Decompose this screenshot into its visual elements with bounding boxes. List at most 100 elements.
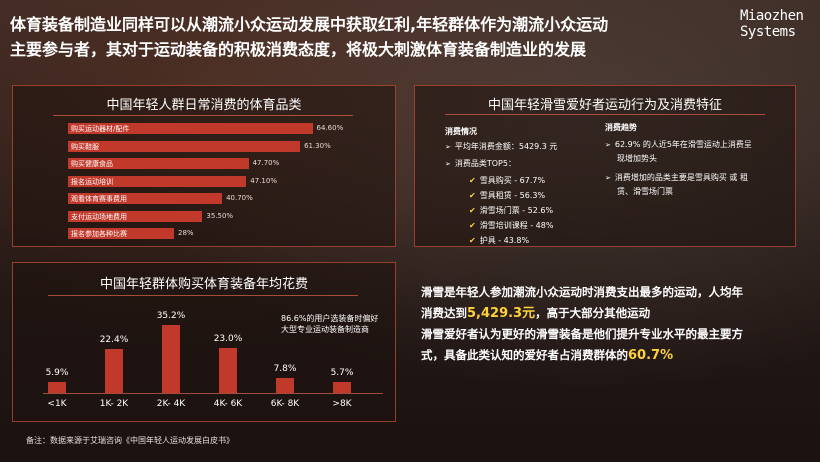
summary-line-3: 滑雪爱好者认为更好的滑雪装备是他们提升专业水平的最主要方 bbox=[421, 327, 743, 341]
check-icon: ✔ bbox=[469, 191, 476, 200]
spend-x-axis bbox=[43, 393, 383, 394]
daily-bar bbox=[68, 193, 223, 204]
summary-line-2: 消费达到5,429.3元，高于大部分其他运动 bbox=[421, 303, 791, 324]
summary-avg-spend: 5,429.3元 bbox=[467, 306, 536, 321]
daily-category-label: 购买运动器材/配件 bbox=[71, 125, 130, 133]
ski-top5-text: 滑雪培训课程 - 48% bbox=[479, 221, 554, 230]
daily-value-label: 47.10% bbox=[250, 176, 277, 185]
ski-top5-text: 滑雪场门票 - 52.6% bbox=[479, 206, 554, 215]
ski-top5-label: 消费品类TOP5： bbox=[454, 159, 516, 168]
check-icon: ✔ bbox=[469, 206, 476, 215]
daily-category-label: 报名参加各种比赛 bbox=[71, 230, 127, 238]
summary-line-1: 滑雪是年轻人参加潮流小众运动时消费支出最多的运动，人均年 bbox=[421, 285, 743, 299]
brand-logo: Miaozhen Systems bbox=[740, 8, 818, 40]
daily-value-label: 47.70% bbox=[252, 159, 280, 167]
ski-top5-text: 雪具购买 - 67.7% bbox=[479, 176, 546, 185]
annual-spend-panel: 中国年轻群体购买体育装备年均花费 86.6%的用户选装备时偏好 大型专业运动装备… bbox=[12, 262, 396, 422]
ski-title-underline bbox=[445, 114, 765, 115]
daily-bar bbox=[68, 228, 174, 239]
summary-line-4: 式，具备此类认知的爱好者占消费群体的60.7% bbox=[421, 345, 791, 366]
ski-trend-2: ➢ 消费增加的品类主要是雪具购买 或 租 赁、滑雪场门票 bbox=[605, 171, 748, 198]
daily-value-label: 35.50% bbox=[206, 211, 234, 220]
daily-bar bbox=[68, 123, 313, 134]
daily-bar bbox=[68, 175, 247, 187]
spend-value-label: 5.9% bbox=[45, 367, 69, 378]
ski-top5-text: 雪具租赁 - 56.3% bbox=[479, 191, 546, 200]
daily-value-label: 40.70% bbox=[226, 194, 253, 202]
check-icon: ✔ bbox=[469, 221, 476, 230]
spend-note-line-1: 86.6%的用户选装备时偏好 bbox=[281, 314, 379, 323]
summary-l2-suffix: ，高于大部分其他运动 bbox=[535, 306, 651, 320]
daily-bar bbox=[68, 140, 301, 152]
daily-panel-title: 中国年轻人群日常消费的体育品类 bbox=[106, 98, 302, 113]
ski-trend-1: ➢ 62.9% 的人近5年在滑雪运动上消费呈 现增加势头 bbox=[605, 138, 752, 165]
daily-category-label: 购买健康食品 bbox=[71, 160, 113, 168]
ski-avg-spend: ➢ 平均年消费金额：5429.3 元 bbox=[445, 141, 557, 152]
daily-bar bbox=[68, 210, 203, 222]
ski-trend-2-line-2: 赁、滑雪场门票 bbox=[617, 187, 673, 196]
ski-trend-2-line-1: 消费增加的品类主要是雪具购买 或 租 bbox=[614, 173, 748, 182]
ski-top5-item: ✔ 滑雪培训课程 - 48% bbox=[469, 220, 553, 231]
daily-category-label: 报名运动培训 bbox=[71, 177, 113, 186]
daily-value-label: 61.30% bbox=[304, 141, 331, 150]
arrow-icon: ➢ bbox=[445, 160, 451, 168]
ski-avg-value: 5429.3 元 bbox=[518, 142, 558, 151]
arrow-icon: ➢ bbox=[605, 141, 611, 149]
spend-category-label: 1K- 2K bbox=[99, 399, 129, 409]
headline: 体育装备制造业同样可以从潮流小众运动发展中获取红利,年轻群体作为潮流小众运动 主… bbox=[10, 12, 725, 62]
ski-behavior-panel: 中国年轻滑雪爱好者运动行为及消费特征 消费情况 ➢ 平均年消费金额：5429.3 … bbox=[414, 85, 796, 247]
spend-value-label: 7.8% bbox=[273, 363, 297, 374]
ski-right-heading: 消费趋势 bbox=[605, 123, 637, 132]
summary-share: 60.7% bbox=[628, 348, 674, 363]
headline-line-2: 主要参与者，其对于运动装备的积极消费态度，将极大刺激体育装备制造业的发展 bbox=[10, 40, 587, 59]
spend-bar bbox=[48, 381, 66, 393]
spend-bar bbox=[162, 324, 180, 393]
ski-avg-label: 平均年消费金额： bbox=[454, 142, 519, 151]
daily-category-label: 购买鞋服 bbox=[71, 142, 99, 151]
logo-line-1: Miaozhen bbox=[740, 8, 804, 24]
daily-value-label: 64.60% bbox=[316, 124, 344, 132]
spend-bar bbox=[276, 377, 294, 393]
ski-top5-item: ✔ 护具 - 43.8% bbox=[469, 235, 529, 246]
spend-value-label: 23.0% bbox=[213, 334, 243, 345]
source-note: 备注：数据来源于艾瑞咨询《中国年轻人运动发展白皮书》 bbox=[26, 436, 234, 445]
arrow-icon: ➢ bbox=[605, 174, 611, 182]
check-icon: ✔ bbox=[469, 176, 476, 185]
spend-value-label: 22.4% bbox=[99, 335, 129, 346]
spend-bar bbox=[105, 349, 123, 393]
daily-category-label: 观看体育赛事费用 bbox=[71, 195, 127, 203]
summary-l4-prefix: 式，具备此类认知的爱好者占消费群体的 bbox=[421, 348, 628, 362]
ski-top5-item: ✔ 滑雪场门票 - 52.6% bbox=[469, 205, 553, 216]
spend-category-label: 2K- 4K bbox=[156, 399, 186, 409]
ski-trend-1-line-1: 62.9% 的人近5年在滑雪运动上消费呈 bbox=[614, 140, 752, 149]
spend-category-label: 4K- 6K bbox=[213, 399, 243, 409]
ski-top5-item: ✔ 雪具租赁 - 56.3% bbox=[469, 190, 545, 201]
spend-bar bbox=[219, 348, 237, 393]
check-icon: ✔ bbox=[469, 236, 476, 245]
summary-text: 滑雪是年轻人参加潮流小众运动时消费支出最多的运动，人均年 消费达到5,429.3… bbox=[421, 282, 791, 366]
ski-panel-title: 中国年轻滑雪爱好者运动行为及消费特征 bbox=[487, 98, 722, 113]
daily-bar-chart: 购买运动器材/配件 64.60% 购买鞋服 61.30% 购买健康食品 47.70% 报名运… bbox=[13, 86, 397, 248]
ski-top5-heading: ➢ 消费品类TOP5： bbox=[445, 158, 516, 169]
spend-bar bbox=[333, 381, 351, 393]
logo-line-2: Systems bbox=[740, 24, 796, 40]
arrow-icon: ➢ bbox=[445, 143, 451, 151]
headline-line-1: 体育装备制造业同样可以从潮流小众运动发展中获取红利,年轻群体作为潮流小众运动 bbox=[10, 15, 609, 34]
ski-top5-item: ✔ 雪具购买 - 67.7% bbox=[469, 175, 545, 186]
spend-title-underline bbox=[48, 295, 358, 296]
spend-panel-note: 86.6%的用户选装备时偏好 大型专业运动装备制造商 bbox=[281, 313, 378, 335]
ski-left-heading: 消费情况 bbox=[445, 127, 477, 136]
ski-top5-text: 护具 - 43.8% bbox=[479, 236, 530, 245]
spend-category-label: >8K bbox=[332, 399, 352, 409]
spend-bar-chart: 5.9% <1K 22.4% 1K- 2K 35.2% 2K- 4K 23.0% 4K- 6K… bbox=[13, 263, 397, 423]
spend-note-line-2: 大型专业运动装备制造商 bbox=[281, 325, 369, 334]
summary-l2-prefix: 消费达到 bbox=[421, 306, 467, 320]
spend-panel-title: 中国年轻群体购买体育装备年均花费 bbox=[99, 277, 308, 292]
spend-category-label: <1K bbox=[47, 399, 67, 409]
daily-category-label: 支付运动场地费用 bbox=[71, 212, 127, 221]
daily-title-underline bbox=[53, 115, 353, 116]
daily-bar bbox=[68, 158, 249, 169]
spend-value-label: 35.2% bbox=[156, 310, 186, 321]
daily-value-label: 28% bbox=[178, 229, 194, 237]
spend-category-label: 6K- 8K bbox=[270, 399, 300, 409]
